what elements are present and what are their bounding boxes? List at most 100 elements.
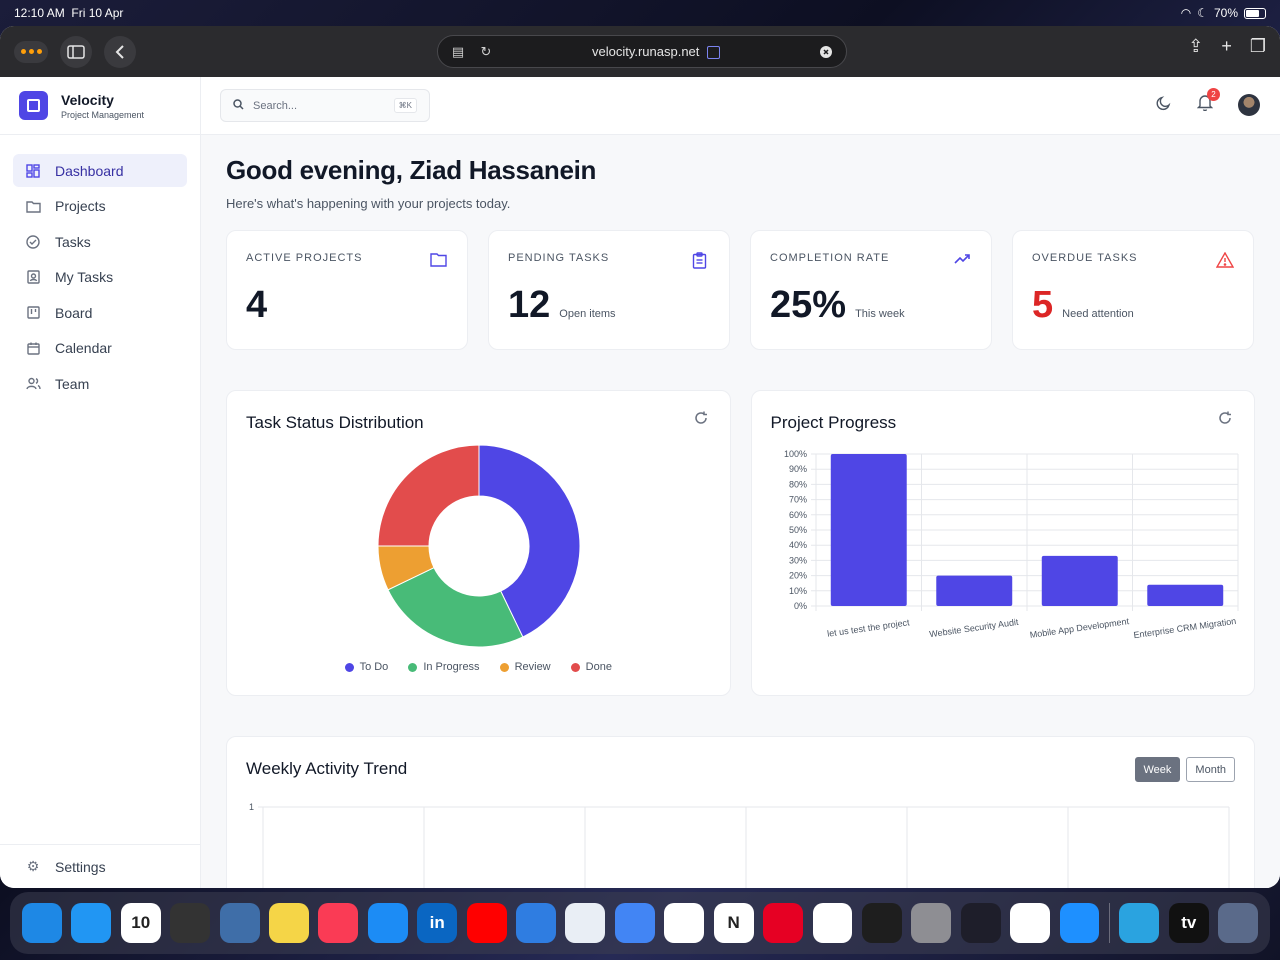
sidebar-toggle-icon[interactable] <box>60 35 92 68</box>
sidebar-item-label: Dashboard <box>55 162 124 179</box>
bar[interactable] <box>830 454 907 606</box>
safari-icon[interactable] <box>22 903 62 943</box>
stat-card-pending-tasks[interactable]: PENDING TASKS 12 Open items <box>488 230 730 350</box>
chatgpt-icon[interactable] <box>664 903 705 943</box>
new-tab-icon[interactable]: + <box>1221 36 1232 56</box>
stat-value: 5 <box>1032 284 1054 326</box>
sidebar-item-calendar[interactable]: Calendar <box>13 332 187 365</box>
time-text: 12:10 AM <box>14 6 65 20</box>
legend-swatch <box>344 662 354 672</box>
calculator-icon[interactable] <box>170 903 211 943</box>
camera-app-icon[interactable] <box>960 903 1001 943</box>
x-tick-label: let us test the project <box>826 617 910 639</box>
search-input[interactable]: Search... ⌘K <box>220 89 430 122</box>
browser-window: ▤ ↻ velocity.runasp.net ⇪ + ❐ Velocity P… <box>0 26 1280 888</box>
stat-value: 4 <box>246 284 268 326</box>
team-icon <box>25 376 41 392</box>
music-icon[interactable] <box>318 903 359 943</box>
dark-mode-toggle-icon[interactable] <box>1156 95 1172 116</box>
back-icon[interactable] <box>104 35 136 68</box>
sidebar-item-settings[interactable]: ⚙ Settings <box>0 844 200 888</box>
month-toggle-button[interactable]: Month <box>1186 757 1235 782</box>
site-favicon-icon <box>707 46 721 60</box>
translate-icon[interactable] <box>516 903 556 943</box>
chart-title: Task Status Distribution <box>246 413 424 432</box>
notes-icon[interactable] <box>269 903 309 943</box>
page-menu-icon[interactable]: ▤ <box>451 43 465 59</box>
status-bar: 12:10 AM Fri 10 Apr ◠ ☾ 70% <box>0 0 1280 26</box>
sidebar-item-my-tasks[interactable]: My Tasks <box>13 261 187 294</box>
stat-note: Open items <box>559 308 616 320</box>
gear-icon: ⚙ <box>26 858 40 874</box>
page-title: Good evening, Ziad Hassanein <box>226 155 597 185</box>
refresh-icon[interactable] <box>1218 411 1232 425</box>
legend-label: Review <box>514 661 551 673</box>
slack-icon[interactable] <box>812 903 853 943</box>
window-menu-button[interactable] <box>14 40 48 63</box>
brand[interactable]: Velocity Project Management <box>0 77 200 135</box>
clear-url-icon[interactable] <box>818 44 834 60</box>
stat-card-active-projects[interactable]: ACTIVE PROJECTS 4 <box>226 230 468 350</box>
y-tick-label: 50% <box>788 525 806 535</box>
settings-app-icon[interactable] <box>911 903 952 943</box>
stat-card-completion-rate[interactable]: COMPLETION RATE 25% This week <box>750 230 992 350</box>
bar[interactable] <box>1146 584 1223 606</box>
app-store-icon[interactable] <box>367 903 408 943</box>
clipboard-icon <box>692 252 709 269</box>
y-tick-label: 100% <box>783 449 806 459</box>
donut-slice-to-do[interactable] <box>478 444 581 638</box>
linkedin-icon[interactable]: in <box>417 903 458 943</box>
stat-note: Need attention <box>1062 308 1134 320</box>
legend-item[interactable]: Done <box>570 661 612 673</box>
calendar-app-icon[interactable]: 10 <box>120 903 161 943</box>
refresh-icon[interactable] <box>694 411 708 425</box>
search-placeholder: Search... <box>253 99 298 112</box>
tabs-overview-icon[interactable]: ❐ <box>1249 36 1266 56</box>
status-time: 12:10 AM Fri 10 Apr <box>14 6 123 20</box>
y-tick-label: 10% <box>788 586 806 596</box>
sidebar-item-projects[interactable]: Projects <box>13 190 187 223</box>
donut-slice-in-progress[interactable] <box>387 567 524 648</box>
avatar[interactable] <box>1238 94 1260 116</box>
sidebar-item-dashboard[interactable]: Dashboard <box>13 154 187 187</box>
database-icon[interactable] <box>219 903 260 943</box>
pinterest-icon[interactable] <box>763 903 803 943</box>
mail-icon[interactable] <box>71 903 112 943</box>
week-toggle-button[interactable]: Week <box>1134 757 1181 782</box>
folder-icon <box>25 198 41 214</box>
apple-tv-icon[interactable]: tv <box>1168 903 1209 943</box>
x-tick-label: Mobile App Development <box>1029 616 1130 640</box>
sidebar-item-tasks[interactable]: Tasks <box>13 225 187 258</box>
weekly-activity-card: Weekly Activity Trend Week Month 1 <box>226 736 1255 888</box>
legend-item[interactable]: In Progress <box>408 661 480 673</box>
dashboard-content: Good evening, Ziad Hassanein Here's what… <box>201 135 1280 888</box>
notion-icon[interactable]: N <box>713 903 754 943</box>
freeform-icon[interactable] <box>565 903 606 943</box>
address-bar[interactable]: ▤ ↻ velocity.runasp.net <box>437 35 847 68</box>
google-translate-icon[interactable] <box>614 903 655 943</box>
stat-card-overdue-tasks[interactable]: OVERDUE TASKS 5 Need attention <box>1012 230 1254 350</box>
bar[interactable] <box>935 575 1012 606</box>
stat-value: 12 <box>508 284 551 326</box>
legend-swatch <box>570 662 580 672</box>
notifications-bell-icon[interactable]: 2 <box>1196 88 1220 116</box>
bar[interactable] <box>1041 555 1118 606</box>
files-icon[interactable] <box>1059 903 1100 943</box>
legend-item[interactable]: To Do <box>344 661 389 673</box>
sidebar-item-board[interactable]: Board <box>13 296 187 329</box>
donut-slice-done[interactable] <box>377 444 480 547</box>
legend-label: To Do <box>359 661 389 673</box>
youtube-icon[interactable] <box>466 903 507 943</box>
stat-label: ACTIVE PROJECTS <box>246 252 363 264</box>
figma-icon[interactable] <box>861 903 902 943</box>
app-library-icon[interactable] <box>1218 903 1259 943</box>
share-icon[interactable]: ⇪ <box>1188 36 1204 56</box>
photos-icon[interactable] <box>1010 903 1051 943</box>
legend-swatch <box>499 662 509 672</box>
legend-item[interactable]: Review <box>499 661 551 673</box>
reload-icon[interactable]: ↻ <box>480 43 492 59</box>
sidebar-item-team[interactable]: Team <box>13 367 187 400</box>
app-root: Velocity Project Management Dashboard Pr… <box>0 77 1280 888</box>
telegram-icon[interactable] <box>1119 903 1160 943</box>
